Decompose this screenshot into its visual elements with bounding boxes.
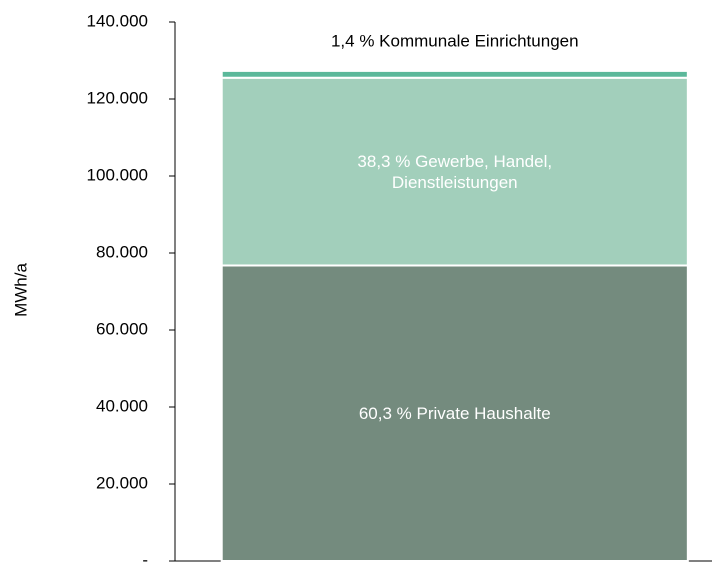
y-axis-label: MWh/a <box>11 263 30 317</box>
bar-segment <box>220 76 689 267</box>
segment-label: 38,3 % Gewerbe, Handel, Dienstleistungen <box>357 151 553 192</box>
y-tick-label: 40.000 <box>96 396 148 415</box>
y-tick-label: 140.000 <box>87 11 148 30</box>
y-tick-label: 80.000 <box>96 242 148 261</box>
bar-segment <box>220 69 689 79</box>
y-tick-label: 120.000 <box>87 88 148 107</box>
y-tick-label: 100.000 <box>87 165 148 184</box>
y-tick-label: 20.000 <box>96 473 148 492</box>
y-tick-label: 60.000 <box>96 319 148 338</box>
segment-label-box: 38,3 % Gewerbe, Handel, Dienstleistungen <box>357 151 553 192</box>
segment-label-box: 60,3 % Private Haushalte <box>358 403 551 423</box>
segment-label: 60,3 % Private Haushalte <box>358 403 551 423</box>
y-tick-label: - <box>142 550 148 563</box>
segment-label: 1,4 % Kommunale Einrichtungen <box>331 31 579 50</box>
